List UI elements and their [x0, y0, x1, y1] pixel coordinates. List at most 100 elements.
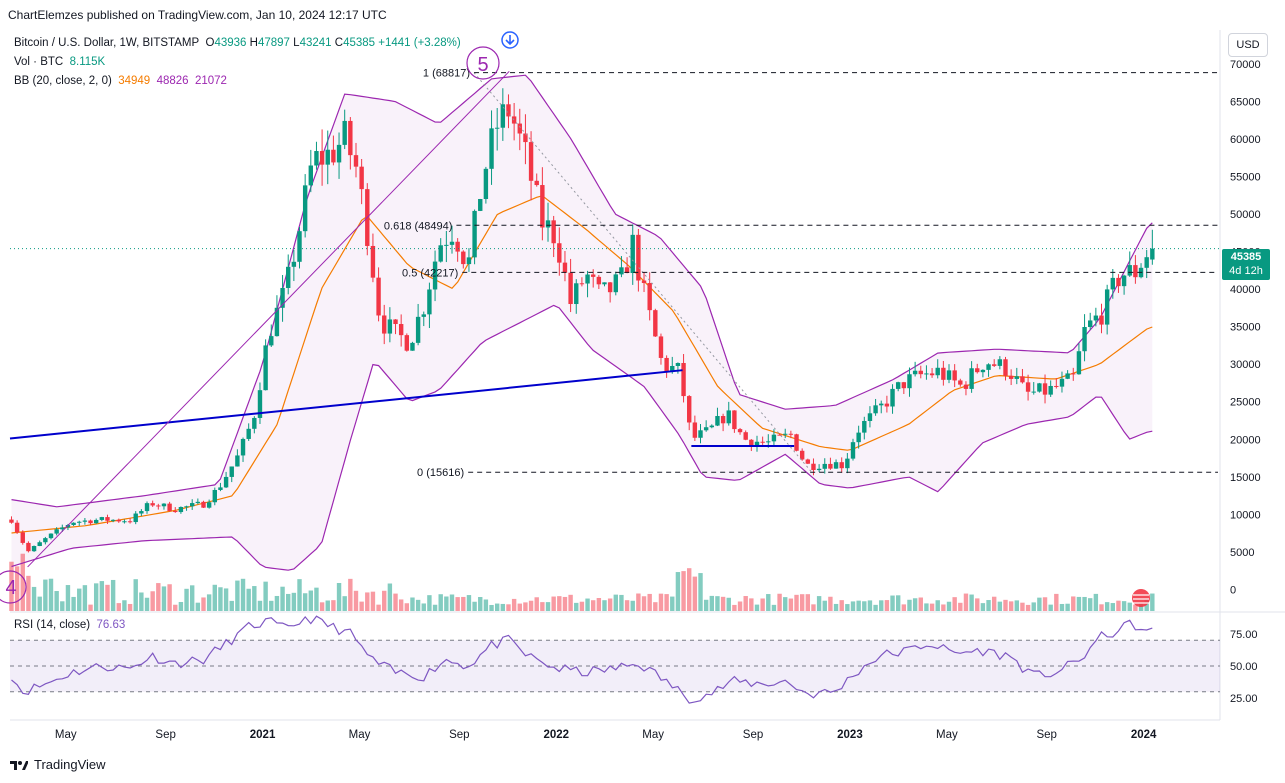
time-tick-label: Sep	[743, 729, 763, 741]
candle-body	[929, 373, 935, 376]
volume-bar	[331, 600, 336, 611]
price-tick-label: 40000	[1230, 284, 1261, 296]
volume-bar	[235, 580, 240, 611]
drawings[interactable]: 1 (68817) 0.618 (48494) 0.5 (42217) 0 (1561…	[9, 68, 1220, 568]
candle-body	[732, 410, 737, 430]
volume-bar	[596, 598, 602, 611]
candle-body	[82, 520, 88, 522]
candle-body	[794, 434, 799, 451]
candle-body	[958, 380, 963, 385]
candle-body	[212, 489, 217, 503]
volume-bar	[873, 604, 878, 611]
volume-bar	[404, 603, 410, 611]
candle-body	[703, 427, 709, 431]
volume-label[interactable]: Vol · BTC	[14, 56, 64, 68]
volume-bar	[952, 597, 957, 611]
us-flag-event-icon[interactable]	[1132, 589, 1150, 607]
rsi-label[interactable]: RSI (14, close)	[14, 619, 91, 631]
candle-body	[291, 261, 297, 267]
symbol-name[interactable]: Bitcoin / U.S. Dollar, 1W, BITSTAMP	[14, 37, 200, 49]
candle-body	[1104, 289, 1110, 325]
price-tick-label: 60000	[1230, 134, 1261, 146]
rsi-tick-label: 25.00	[1230, 693, 1258, 705]
volume-bar	[766, 594, 771, 611]
candle-body	[833, 462, 839, 469]
candle-body	[1076, 351, 1082, 375]
candle-body	[26, 542, 31, 552]
volume-bar	[511, 598, 517, 611]
price-tick-label: 0	[1230, 584, 1236, 596]
price-tick-label: 25000	[1230, 397, 1261, 409]
volume-bar	[353, 590, 359, 611]
volume-bar	[1104, 602, 1110, 611]
candle-body	[924, 373, 929, 375]
volume-bar	[229, 600, 234, 611]
flag-stripes	[1133, 594, 1149, 604]
volume-bar	[743, 596, 748, 611]
time-axis[interactable]: May Sep 2021 May Sep 2022 May Sep 2023 May Sep 2024	[55, 729, 1157, 741]
candle-body	[1082, 327, 1087, 352]
volume-bar	[1099, 604, 1104, 611]
volume-bar	[398, 599, 404, 611]
fib-level-label: 0.5 (42217)	[402, 267, 458, 279]
volume-bar	[794, 594, 799, 611]
candle-body	[991, 364, 997, 366]
candle-body	[805, 459, 811, 464]
volume-bar	[607, 598, 613, 611]
candle-body	[590, 274, 596, 277]
candle-body	[585, 274, 590, 284]
volume-bar	[557, 596, 562, 611]
currency-button[interactable]: USD	[1228, 33, 1268, 57]
candle-body	[184, 506, 189, 508]
candle-body	[540, 185, 545, 228]
candle-body	[246, 428, 251, 439]
volume-bar	[720, 596, 726, 611]
candle-body	[754, 441, 760, 447]
volume-bar	[184, 588, 189, 611]
volume-bar	[698, 573, 703, 611]
candle-body	[935, 367, 940, 376]
volume-bar	[788, 598, 794, 611]
candle-body	[274, 307, 280, 337]
footer-brand[interactable]: TradingView	[10, 757, 106, 772]
volume-bar	[828, 596, 833, 611]
candle-body	[370, 245, 376, 278]
volume-bar	[585, 598, 590, 611]
volume-bar	[478, 597, 483, 611]
volume-bar	[1020, 602, 1025, 611]
bb-label[interactable]: BB (20, close, 2, 0)	[14, 75, 112, 87]
candle-body	[709, 425, 715, 428]
candle-body	[816, 468, 822, 471]
candle-body	[319, 151, 325, 165]
candle-body	[31, 546, 37, 552]
candle-body	[178, 506, 184, 513]
candle-body	[1025, 382, 1031, 392]
volume-bar	[494, 603, 500, 611]
price-tick-label: 10000	[1230, 509, 1261, 521]
candle-body	[670, 365, 675, 372]
volume-bar	[116, 603, 121, 611]
candle-body	[353, 155, 359, 167]
candle-body	[828, 463, 833, 469]
price-axis[interactable]: 0 5000 10000 15000 20000 25000 30000 35000 40000…	[1230, 59, 1261, 705]
volume-bar	[274, 595, 280, 611]
volume-bar	[280, 586, 285, 611]
bb-upper-value: 48826	[156, 75, 189, 87]
volume-bar	[647, 593, 652, 611]
bollinger-fill	[11, 75, 1153, 571]
candle-body	[263, 345, 268, 391]
candle-body	[1093, 315, 1099, 321]
candle-body	[43, 538, 48, 543]
volume-bar	[167, 584, 172, 611]
candle-body	[1037, 383, 1042, 392]
volume-bar	[110, 579, 116, 611]
volume-bar	[856, 600, 861, 611]
candle-body	[873, 405, 878, 414]
rsi-tick-label: 75.00	[1230, 629, 1258, 641]
volume-value: 8.115K	[69, 56, 106, 68]
rsi-legend: RSI (14, close) 76.63	[14, 619, 125, 631]
volume-bar	[144, 597, 150, 611]
candle-body	[1133, 265, 1138, 278]
volume-bar	[997, 601, 1003, 611]
